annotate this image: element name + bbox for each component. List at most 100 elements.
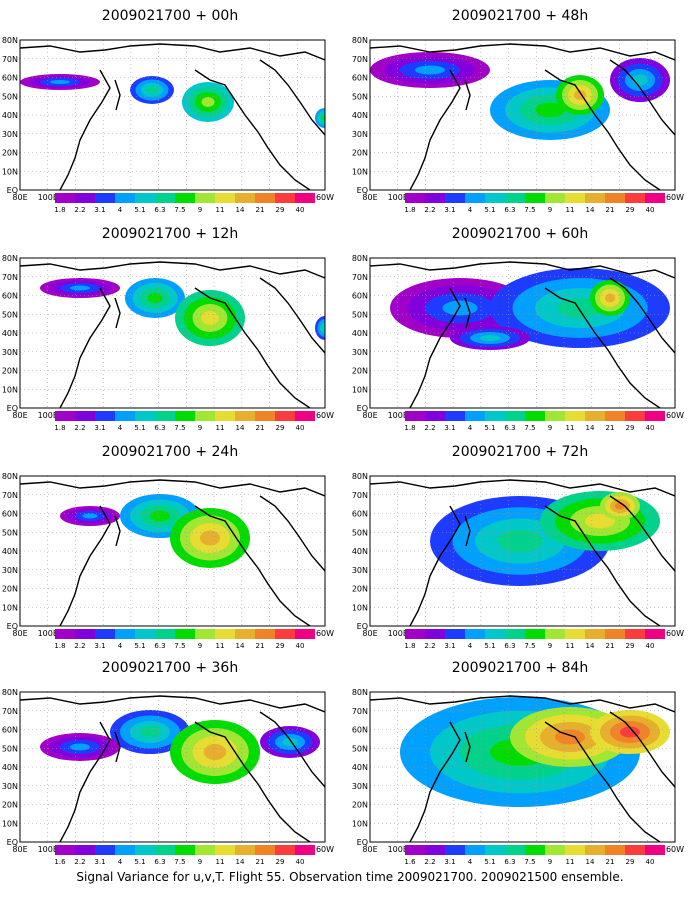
colorbar-level-label: 2.2 (74, 206, 86, 214)
colorbar-swatch (645, 411, 665, 421)
colorbar-level-label: 7.5 (524, 206, 536, 214)
colorbar-swatch (445, 411, 465, 421)
colorbar-swatch (55, 629, 75, 639)
lon-tick-label: 60W (666, 629, 684, 638)
colorbar-swatch (135, 629, 155, 639)
colorbar-swatch (195, 411, 215, 421)
colorbar-level-label: 1.8 (404, 642, 416, 650)
colorbar-swatch (585, 845, 605, 855)
map-plot: 80N70N60N50N40N30N20N10NEQ80E100E120E140… (352, 36, 684, 202)
colorbar-level-label: 9 (547, 642, 553, 650)
colorbar-level-label: 21 (605, 424, 615, 432)
colorbar-level-label: 4 (467, 424, 473, 432)
colorbar-swatch (405, 845, 425, 855)
lat-tick-label: 40N (352, 547, 368, 556)
colorbar-swatch (625, 629, 645, 639)
colorbar-level-label: 21 (605, 858, 615, 866)
lat-tick-label: 60N (352, 726, 368, 735)
colorbar-level-label: 21 (255, 858, 265, 866)
variance-contour (480, 335, 500, 341)
colorbar-swatch (585, 629, 605, 639)
lon-tick-label: 100E (388, 411, 408, 420)
lat-tick-label: 10N (2, 167, 18, 176)
colorbar-swatch (115, 845, 135, 855)
colorbar-swatch (55, 845, 75, 855)
colorbar-swatch (645, 193, 665, 203)
colorbar-level-label: 6.3 (154, 858, 166, 866)
colorbar-swatch (295, 629, 315, 639)
lat-tick-label: 80N (2, 36, 18, 45)
map-plot: 80N70N60N50N40N30N20N10NEQ80E100E120E140… (352, 472, 684, 638)
map-frame (19, 475, 326, 627)
colorbar (55, 411, 315, 425)
colorbar-level-label: 7.5 (174, 858, 186, 866)
colorbar-level-label: 11 (565, 424, 575, 432)
lat-tick-label: 70N (352, 55, 368, 64)
variance-contour (147, 293, 163, 303)
lat-tick-label: EQ (357, 186, 368, 195)
colorbar-level-label: 11 (565, 206, 575, 214)
lat-tick-label: 80N (352, 254, 368, 263)
map-plot: 80N70N60N50N40N30N20N10NEQ80E100E120E140… (352, 254, 684, 420)
lat-tick-label: 80N (2, 254, 18, 263)
colorbar-swatch (565, 629, 585, 639)
colorbar-labels: 1.8 2.2 3.1 4 5.1 6.3 7.5 9 11 14 21 29 40 (402, 206, 672, 216)
colorbar-swatch (645, 629, 665, 639)
variance-contour (200, 530, 220, 546)
colorbar-swatch (235, 845, 255, 855)
map-frame (19, 39, 326, 191)
colorbar-swatch (645, 845, 665, 855)
map-plot: 80N70N60N50N40N30N20N10NEQ80E100E120E140… (2, 36, 334, 202)
colorbar-level-label: 2.2 (424, 424, 436, 432)
colorbar-level-label: 14 (235, 858, 245, 866)
lat-tick-label: 50N (2, 92, 18, 101)
panel-title: 2009021700 + 24h (101, 444, 239, 460)
colorbar-swatch (135, 845, 155, 855)
colorbar-swatch (75, 629, 95, 639)
panel-title: 2009021700 + 12h (101, 226, 239, 242)
lat-tick-label: 60N (352, 292, 368, 301)
variance-contour (70, 285, 90, 291)
lat-tick-label: 50N (2, 528, 18, 537)
colorbar-swatch (115, 629, 135, 639)
colorbar-level-label: 14 (235, 424, 245, 432)
colorbar-level-label: 14 (585, 858, 595, 866)
colorbar-swatch (175, 845, 195, 855)
colorbar-level-label: 29 (275, 858, 285, 866)
colorbar-labels: 1.8 2.2 3.1 4 5.1 6.3 7.5 9 11 14 21 29 40 (52, 206, 322, 216)
lat-tick-label: 10N (2, 819, 18, 828)
colorbar-level-label: 40 (295, 206, 305, 214)
lat-tick-label: 10N (352, 603, 368, 612)
colorbar-level-label: 2.2 (424, 858, 436, 866)
colorbar-level-label: 2.2 (424, 206, 436, 214)
colorbar-level-label: 3.1 (444, 642, 456, 650)
variance-contour (605, 293, 615, 303)
colorbar-level-label: 21 (605, 642, 615, 650)
colorbar-level-label: 40 (295, 642, 305, 650)
colorbar-swatch (465, 629, 485, 639)
colorbar-swatch (75, 845, 95, 855)
colorbar-level-label: 21 (255, 424, 265, 432)
colorbar-level-label: 5.1 (484, 206, 496, 214)
colorbar-level-label: 5.1 (484, 642, 496, 650)
lon-tick-label: 60W (666, 845, 684, 854)
colorbar-swatch (75, 193, 95, 203)
colorbar-level-label: 9 (197, 642, 203, 650)
map-plot: 80N70N60N50N40N30N20N10NEQ80E100E120E140… (2, 472, 334, 638)
colorbar-swatch (465, 193, 485, 203)
colorbar-level-label: 40 (645, 424, 655, 432)
lat-tick-label: 80N (2, 472, 18, 481)
colorbar-swatch (545, 411, 565, 421)
colorbar-level-label: 3.1 (444, 858, 456, 866)
colorbar-swatch (465, 411, 485, 421)
colorbar-level-label: 21 (255, 642, 265, 650)
lat-tick-label: 10N (352, 167, 368, 176)
colorbar-level-label: 11 (565, 858, 575, 866)
colorbar-swatch (525, 193, 545, 203)
lat-tick-label: 30N (2, 566, 18, 575)
colorbar-swatch (425, 845, 445, 855)
colorbar-level-label: 6.3 (154, 424, 166, 432)
panel-84h: 2009021700 + 84h 80N 70N 60N 50N 40N 30N 20N 10… (350, 660, 690, 880)
colorbar-swatch (425, 411, 445, 421)
colorbar-swatch (545, 845, 565, 855)
